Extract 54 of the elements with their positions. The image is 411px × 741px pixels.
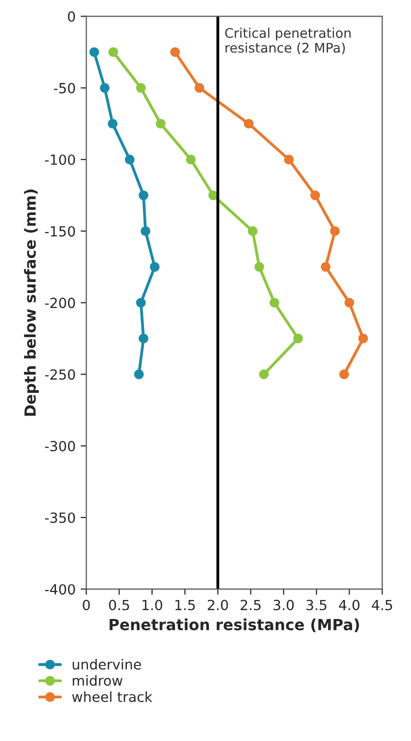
- y-tick-label: -400: [45, 584, 75, 595]
- point: [259, 369, 269, 380]
- legend-label: undervine: [72, 658, 141, 670]
- point: [100, 83, 110, 93]
- x-axis-title: Penetration resistance (MPa): [110, 618, 359, 632]
- point: [124, 154, 135, 164]
- point: [108, 47, 118, 57]
- point: [339, 369, 349, 380]
- point: [248, 226, 258, 236]
- y-tick-label: -250: [45, 369, 75, 380]
- x-tick-label: 3.0: [274, 600, 294, 610]
- y-tick-label: -200: [45, 298, 75, 308]
- point: [358, 334, 368, 344]
- x-tick-label: 4.0: [338, 600, 360, 610]
- x-tick-label: 1.0: [142, 600, 162, 610]
- point: [170, 47, 180, 57]
- y-tick-label: -50: [54, 82, 75, 94]
- point: [136, 298, 146, 308]
- point: [344, 298, 354, 308]
- x-tick-label: 3.5: [306, 600, 326, 610]
- y-tick-label: -150: [45, 226, 75, 237]
- point: [156, 118, 166, 129]
- point: [320, 262, 331, 272]
- point: [138, 334, 148, 344]
- point: [330, 226, 340, 236]
- x-tick-label: 0: [82, 600, 90, 610]
- x-tick-label: 2.0: [208, 600, 228, 610]
- x-tick-label: 1.5: [175, 600, 195, 610]
- y-tick-label: 0: [68, 11, 75, 22]
- legend-label: wheel track: [72, 691, 152, 702]
- x-tick-label: 4.5: [372, 600, 392, 610]
- point: [89, 47, 100, 57]
- point: [150, 262, 160, 272]
- point: [186, 154, 196, 164]
- point: [140, 226, 150, 236]
- point: [108, 118, 118, 129]
- point: [293, 334, 303, 344]
- point: [310, 190, 320, 200]
- x-tick-label: 0.5: [109, 600, 130, 610]
- ref-line-label: Critical penetration resistance (2 MPa): [225, 28, 351, 54]
- y-tick-label: -350: [45, 512, 75, 523]
- point: [194, 83, 204, 93]
- point: [136, 83, 146, 93]
- point: [134, 369, 144, 380]
- y-axis-title: Depth below surface (mm): [24, 190, 39, 416]
- point: [270, 298, 280, 308]
- point: [138, 190, 148, 200]
- x-tick-label: 2.5: [240, 600, 261, 610]
- legend-label: midrow: [72, 675, 122, 686]
- point: [284, 154, 294, 164]
- point: [254, 262, 264, 272]
- point: [244, 118, 254, 129]
- y-tick-label: -300: [45, 440, 75, 452]
- y-tick-label: -100: [45, 154, 75, 165]
